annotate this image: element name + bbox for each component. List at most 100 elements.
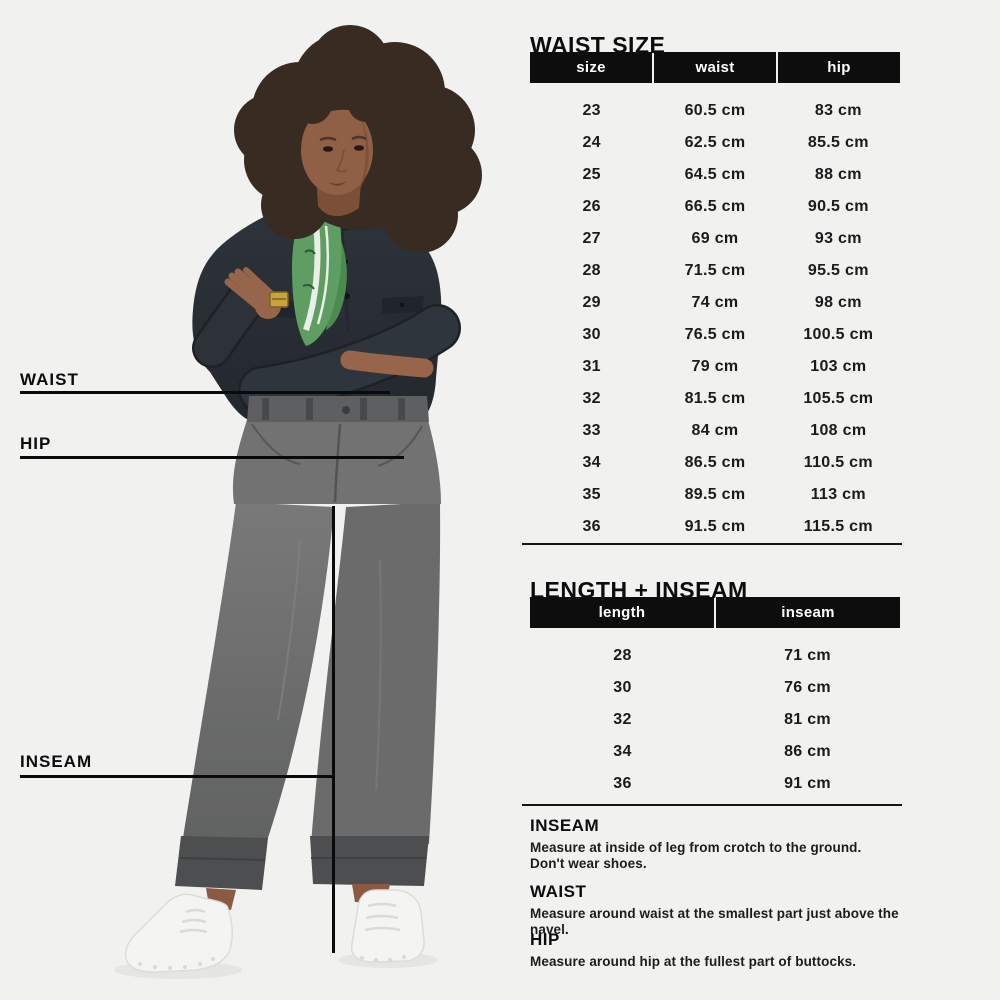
hip-cell: 105.5 cm — [803, 390, 874, 407]
section-divider — [522, 543, 902, 545]
table-row: 35 89.5 cm 113 cm — [530, 479, 900, 511]
column-header-inseam: inseam — [716, 597, 900, 628]
length-inseam-title: LENGTH + INSEAM — [530, 577, 748, 604]
waist-cell: 60.5 cm — [684, 102, 746, 119]
hip-cell: 108 cm — [810, 422, 867, 439]
column-header-hip: hip — [778, 52, 900, 83]
waist-cell: 62.5 cm — [684, 134, 746, 151]
hip-cell: 103 cm — [810, 358, 867, 375]
table-row: 29 74 cm 98 cm — [530, 287, 900, 319]
hip-cell: 100.5 cm — [803, 326, 874, 343]
hip-cell: 83 cm — [814, 102, 862, 119]
length-cell: 30 — [613, 679, 632, 696]
waist-size-title: WAIST SIZE — [530, 32, 666, 59]
length-inseam-table-header: length inseam — [530, 597, 900, 628]
table-row: 30 76 cm — [530, 672, 900, 704]
column-header-length: length — [530, 597, 714, 628]
size-cell: 35 — [582, 486, 601, 503]
length-inseam-table-body: 28 71 cm 30 76 cm 32 81 cm 34 86 cm 36 91 cm — [530, 640, 900, 800]
table-row: 28 71.5 cm 95.5 cm — [530, 255, 900, 287]
waist-cell: 91.5 cm — [684, 518, 746, 535]
definition-term: WAIST — [530, 882, 587, 901]
hip-cell: 88 cm — [814, 166, 862, 183]
table-row: 36 91.5 cm 115.5 cm — [530, 511, 900, 543]
table-row: 30 76.5 cm 100.5 cm — [530, 319, 900, 351]
waist-cell: 76.5 cm — [684, 326, 746, 343]
waist-cell: 81.5 cm — [684, 390, 746, 407]
definition-hip: HIP Measure around hip at the fullest pa… — [530, 931, 900, 970]
model-photo — [114, 25, 482, 979]
waist-cell: 69 cm — [691, 230, 739, 247]
white-sneakers — [124, 889, 425, 973]
hip-cell: 95.5 cm — [807, 262, 869, 279]
table-row: 27 69 cm 93 cm — [530, 223, 900, 255]
waist-measure-line — [20, 391, 390, 394]
waist-cell: 79 cm — [691, 358, 739, 375]
table-row: 34 86 cm — [530, 736, 900, 768]
waist-cell: 74 cm — [691, 294, 739, 311]
size-cell: 36 — [582, 518, 601, 535]
table-row: 32 81.5 cm 105.5 cm — [530, 383, 900, 415]
hip-cell: 93 cm — [814, 230, 862, 247]
inseam-cell: 81 cm — [784, 711, 831, 728]
size-cell: 23 — [582, 102, 601, 119]
inseam-cell: 71 cm — [784, 647, 831, 664]
inseam-cell: 91 cm — [784, 775, 831, 792]
table-row: 23 60.5 cm 83 cm — [530, 95, 900, 127]
table-row: 32 81 cm — [530, 704, 900, 736]
size-cell: 29 — [582, 294, 601, 311]
length-cell: 34 — [613, 743, 632, 760]
crossed-arms — [192, 267, 461, 414]
length-cell: 36 — [613, 775, 632, 792]
definition-term: INSEAM — [530, 816, 600, 835]
size-cell: 31 — [582, 358, 601, 375]
hip-label: HIP — [20, 434, 52, 453]
section-divider — [522, 804, 902, 806]
length-cell: 32 — [613, 711, 632, 728]
model-head — [234, 25, 482, 253]
inseam-cell: 86 cm — [784, 743, 831, 760]
hip-cell: 90.5 cm — [807, 198, 869, 215]
size-cell: 34 — [582, 454, 601, 471]
hip-cell: 98 cm — [814, 294, 862, 311]
hip-measure-line — [20, 456, 404, 459]
inseam-label: INSEAM — [20, 752, 93, 771]
size-cell: 27 — [582, 230, 601, 247]
waist-cell: 89.5 cm — [684, 486, 746, 503]
table-row: 24 62.5 cm 85.5 cm — [530, 127, 900, 159]
waist-cell: 71.5 cm — [684, 262, 746, 279]
column-header-size: size — [530, 52, 652, 83]
size-cell: 25 — [582, 166, 601, 183]
table-row: 36 91 cm — [530, 768, 900, 800]
inseam-vertical-line — [332, 506, 335, 953]
size-cell: 26 — [582, 198, 601, 215]
gray-jeans — [175, 396, 441, 890]
table-row: 31 79 cm 103 cm — [530, 351, 900, 383]
definition-text: Measure around hip at the fullest part o… — [530, 954, 857, 969]
inseam-cell: 76 cm — [784, 679, 831, 696]
definition-text: Measure around waist at the smallest par… — [530, 906, 899, 937]
waist-size-table-body: 23 60.5 cm 83 cm 24 62.5 cm 85.5 cm 25 64.5 c… — [530, 95, 900, 543]
waist-cell: 84 cm — [691, 422, 739, 439]
hip-cell: 85.5 cm — [807, 134, 869, 151]
waist-cell: 66.5 cm — [684, 198, 746, 215]
size-cell: 28 — [582, 262, 601, 279]
definition-term: HIP — [530, 930, 560, 949]
definition-text: Measure at inside of leg from crotch to … — [530, 840, 862, 855]
size-cell: 30 — [582, 326, 601, 343]
face — [301, 105, 373, 195]
definition-inseam: INSEAM Measure at inside of leg from cro… — [530, 817, 900, 872]
hip-cell: 115.5 cm — [803, 518, 873, 535]
hip-cell: 113 cm — [810, 486, 866, 503]
inseam-measure-line — [20, 775, 332, 778]
table-row: 25 64.5 cm 88 cm — [530, 159, 900, 191]
waist-label: WAIST — [20, 370, 79, 389]
size-cell: 32 — [582, 390, 601, 407]
waist-cell: 64.5 cm — [684, 166, 746, 183]
table-row: 33 84 cm 108 cm — [530, 415, 900, 447]
length-cell: 28 — [613, 647, 632, 664]
size-cell: 33 — [582, 422, 601, 439]
hip-cell: 110.5 cm — [803, 454, 873, 471]
table-row: 28 71 cm — [530, 640, 900, 672]
